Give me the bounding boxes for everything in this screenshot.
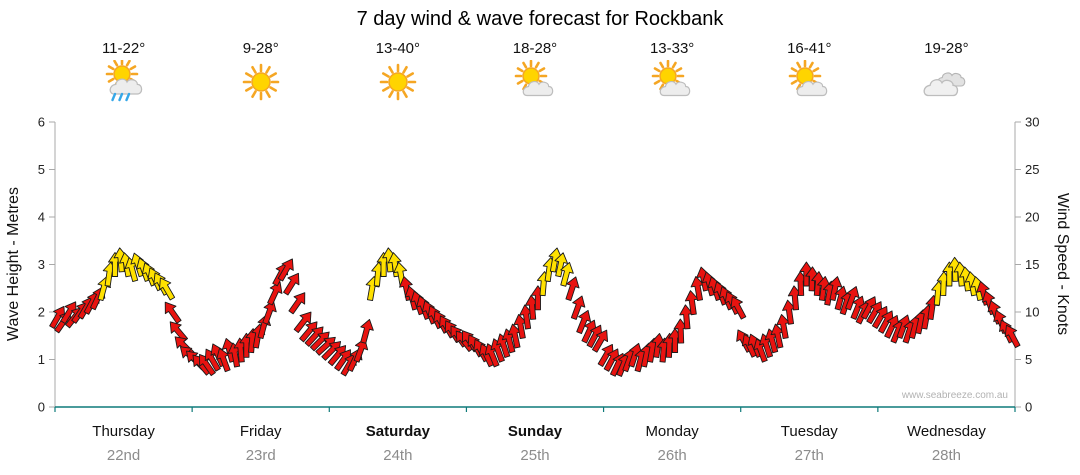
day-temp-range: 19-28° <box>924 40 969 57</box>
day-date: 27th <box>794 447 824 464</box>
day-temp-range: 13-40° <box>375 40 421 57</box>
wind-arrow <box>164 301 182 324</box>
wind-arrow <box>159 277 176 301</box>
day-date: 24th <box>383 447 413 464</box>
axis-tick-label: 25 <box>1025 162 1039 177</box>
day-date: 28th <box>931 447 962 464</box>
axis-tick-label: 10 <box>1025 305 1039 320</box>
sun-cloud-icon <box>651 59 691 97</box>
watermark: www.seabreeze.com.au <box>901 390 1008 401</box>
axis-tick-label: 15 <box>1025 257 1039 272</box>
wind-arrow <box>565 276 580 301</box>
wind-arrow <box>293 311 312 334</box>
day-temp-range: 16-41° <box>787 40 832 57</box>
weather-icons-row <box>55 57 1015 108</box>
wind-arrow <box>262 300 277 325</box>
day-date: 23rd <box>245 447 276 464</box>
axis-tick-label: 6 <box>38 115 45 130</box>
day-temp-range: 9-28° <box>242 40 279 57</box>
axis-tick-label: 1 <box>38 352 45 367</box>
wind-arrow <box>730 296 747 320</box>
wind-arrow <box>554 252 569 278</box>
weather-icon-cell <box>466 59 603 108</box>
weather-icon-cell <box>741 59 878 108</box>
page-title: 7 day wind & wave forecast for Rockbank <box>356 8 724 30</box>
axis-tick-label: 20 <box>1025 210 1039 225</box>
axis-tick-label: 30 <box>1025 115 1039 130</box>
right-axis-label: Wind Speed - Knots <box>1054 192 1071 336</box>
sunny-icon <box>242 63 280 101</box>
day-dates-row: 22nd 23rd 24th 25th 26th 27th 28th <box>55 447 1015 464</box>
day-date: 22nd <box>106 447 141 464</box>
wind-arrow <box>360 318 374 344</box>
weather-icon-cell <box>329 60 466 108</box>
wind-arrow <box>267 281 283 306</box>
wind-arrow <box>591 329 609 353</box>
day-label: Saturday <box>365 423 430 440</box>
day-label: Monday <box>645 423 699 440</box>
axis-tick-label: 4 <box>38 210 45 225</box>
wind-arrow <box>288 292 306 315</box>
temperature-row: 11-22° 9-28° 13-40° 18-28° 13-33° 16-41° 19-28… <box>55 40 1015 57</box>
day-labels-row: Thursday Friday Saturday Sunday Monday Tuesda… <box>55 423 1015 440</box>
weather-icon-cell <box>878 60 1015 108</box>
axis-tick-label: 5 <box>38 162 45 177</box>
day-label: Sunday <box>507 423 563 440</box>
wind-arrow <box>283 272 300 296</box>
axis-tick-label: 2 <box>38 305 45 320</box>
axis-tick-label: 0 <box>1025 400 1032 415</box>
day-label: Thursday <box>92 423 155 440</box>
wind-arrow <box>828 276 843 302</box>
sun-shower-icon <box>105 57 142 102</box>
cloudy-icon <box>923 72 966 97</box>
sunny-icon <box>379 63 417 101</box>
wind-arrow <box>277 258 294 282</box>
day-date: 25th <box>520 447 550 464</box>
weather-icon-cell <box>55 57 192 108</box>
left-axis-label: Wave Height - Metres <box>5 186 22 342</box>
sun-cloud-icon <box>788 59 828 97</box>
axis-tick-label: 0 <box>38 400 45 415</box>
day-temp-range: 18-28° <box>512 40 558 57</box>
wind-arrow <box>560 261 574 287</box>
day-label: Friday <box>239 423 282 440</box>
day-label: Wednesday <box>906 423 986 440</box>
weather-icon-cell <box>192 60 329 108</box>
day-label: Tuesday <box>780 423 838 440</box>
day-date: 26th <box>657 447 687 464</box>
wind-arrow <box>576 309 592 335</box>
wind-arrow <box>570 295 586 320</box>
wind-arrow <box>353 338 369 363</box>
weather-icon-cell <box>604 59 741 108</box>
wind-arrow <box>1004 324 1021 349</box>
axis-tick-label: 3 <box>38 257 45 272</box>
sun-cloud-icon <box>514 59 554 97</box>
day-temp-range: 13-33° <box>649 40 695 57</box>
wind-arrow <box>845 286 860 311</box>
day-temp-range: 11-22° <box>101 40 146 57</box>
axis-tick-label: 5 <box>1025 352 1032 367</box>
